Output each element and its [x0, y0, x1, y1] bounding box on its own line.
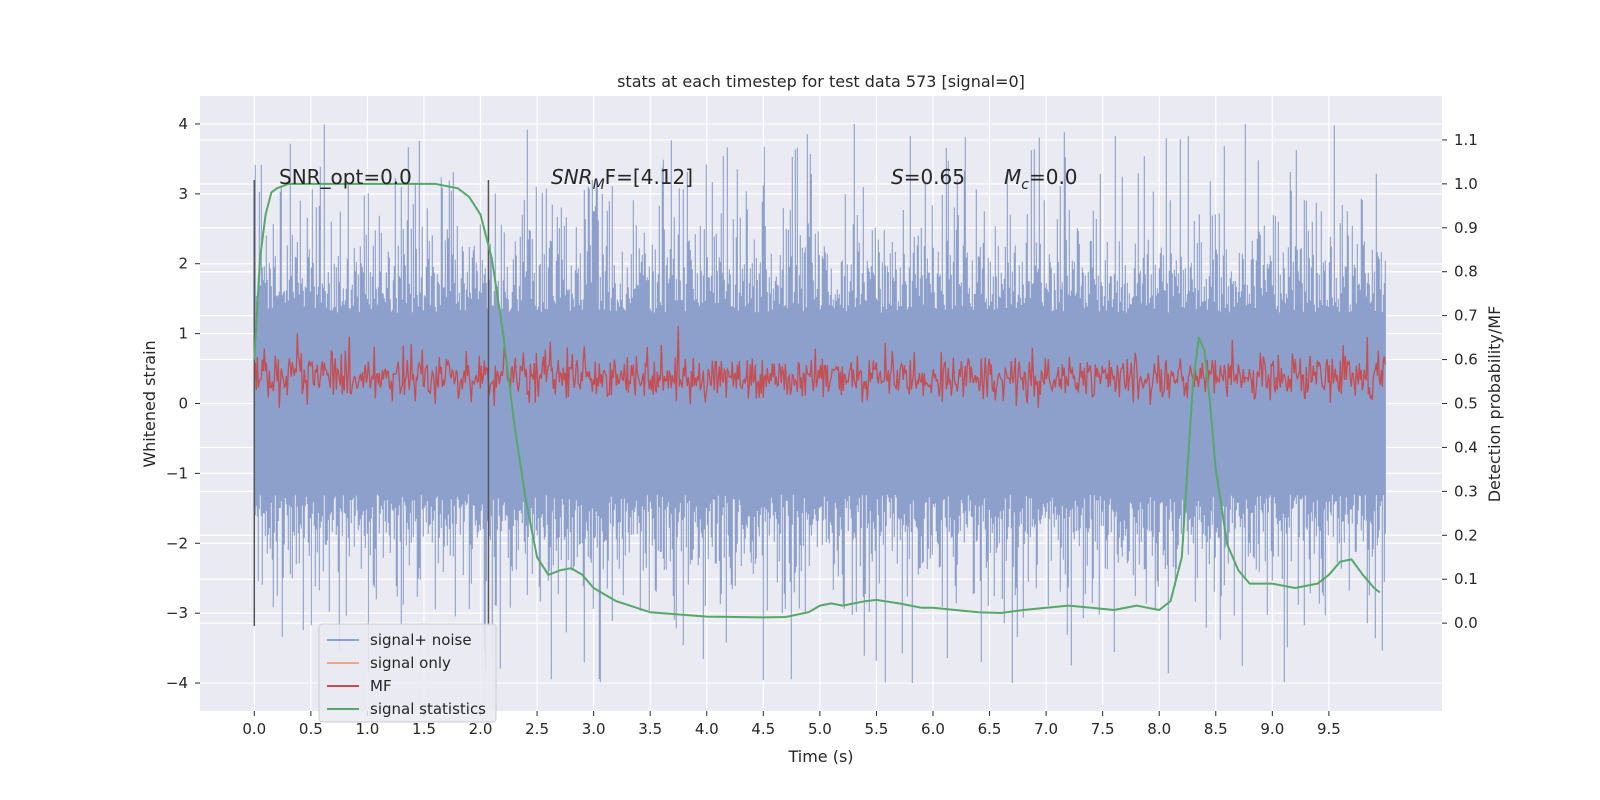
x-tick-label: 7.5 [1091, 720, 1115, 738]
x-tick-label: 8.0 [1147, 720, 1171, 738]
y-tick-label-right: 0.4 [1454, 438, 1478, 456]
mf-line [253, 326, 1386, 408]
s-annotation-val: =0.65 [904, 165, 965, 189]
y-tick-label-right: 1.1 [1454, 131, 1478, 149]
y-tick-label-left: −1 [166, 464, 188, 482]
y-tick-label-right: 0.3 [1454, 482, 1478, 500]
snr-mf-annotation-sub: M [593, 177, 605, 193]
legend-label-signal-statistics: signal statistics [370, 700, 486, 718]
legend-box [318, 623, 497, 723]
mc-annotation: Mc=0.0 [1004, 165, 1078, 193]
x-tick-label: 1.0 [355, 720, 379, 738]
mc-annotation-sub: c [1021, 177, 1029, 193]
signal-noise-series [253, 124, 1386, 683]
x-axis-label: Time (s) [787, 747, 853, 766]
y-tick-label-right: 0.5 [1454, 395, 1478, 413]
x-tick-label: 6.5 [978, 720, 1002, 738]
y-tick-label-right: 0.0 [1454, 614, 1478, 632]
legend-label-mf: MF [370, 677, 392, 695]
x-tick-label: 9.0 [1260, 720, 1284, 738]
y-tick-label-left: 4 [178, 115, 188, 133]
y-tick-label-left: −2 [166, 534, 188, 552]
x-tick-label: 5.0 [808, 720, 832, 738]
x-tick-label: 3.0 [582, 720, 606, 738]
x-tick-label: 5.5 [864, 720, 888, 738]
legend-label-signal-only: signal only [370, 654, 451, 672]
snr-mf-annotation-b: F=[4.12] [605, 165, 693, 189]
x-tick-label: 3.5 [638, 720, 662, 738]
x-tick-label: 6.0 [921, 720, 945, 738]
y-axis-label-left: Whitened strain [140, 340, 159, 467]
s-annotation-var: S [891, 165, 904, 189]
y-tick-label-right: 0.1 [1454, 570, 1478, 588]
mf-series [253, 326, 1386, 408]
y-tick-label-left: 1 [178, 325, 188, 343]
snr-mf-annotation: SNRMF=[4.12] [551, 165, 693, 193]
y-ticks-left: 4 3 2 1 0 −1 −2 −3 −4 [166, 115, 200, 692]
y-ticks-right: 1.1 1.0 0.9 0.8 0.7 0.6 0.5 0.4 0.3 0.2 0.1 0.0 [1442, 131, 1478, 632]
y-tick-label-left: 2 [178, 255, 188, 273]
y-tick-label-right: 0.8 [1454, 263, 1478, 281]
y-tick-label-left: 3 [178, 185, 188, 203]
signal-statistics-series [253, 182, 1381, 619]
y-tick-label-left: 0 [178, 395, 188, 413]
x-tick-label: 0.0 [242, 720, 266, 738]
chart-title: stats at each timestep for test data 573… [617, 72, 1025, 91]
snr-opt-annotation: SNR_opt=0.0 [279, 165, 412, 189]
x-tick-label: 4.5 [751, 720, 775, 738]
x-tick-label: 4.0 [695, 720, 719, 738]
x-tick-label: 9.5 [1317, 720, 1341, 738]
y-axis-label-right: Detection probability/MF [1485, 306, 1504, 503]
snr-mf-annotation-a: SNR [551, 165, 593, 189]
x-ticks: 0.0 0.5 1.0 1.5 2.0 2.5 3.0 3.5 4.0 4.5 5.0 5.5 6.0 6… [242, 711, 1341, 738]
vlines [253, 180, 490, 626]
x-tick-label: 2.5 [525, 720, 549, 738]
y-tick-label-left: −3 [166, 604, 188, 622]
mc-annotation-val: =0.0 [1029, 165, 1078, 189]
legend-label-signal-noise: signal+ noise [370, 631, 472, 649]
legend: signal+ noise signal only MF signal stat… [318, 623, 497, 723]
signal-statistics-line [253, 182, 1381, 619]
y-tick-label-right: 1.0 [1454, 175, 1478, 193]
x-tick-label: 2.0 [469, 720, 493, 738]
y-tick-label-right: 0.7 [1454, 307, 1478, 325]
s-annotation: S=0.65 [891, 165, 965, 189]
y-tick-label-right: 0.9 [1454, 219, 1478, 237]
mc-annotation-var: M [1004, 165, 1021, 189]
y-tick-label-right: 0.6 [1454, 351, 1478, 369]
x-tick-label: 7.0 [1034, 720, 1058, 738]
x-tick-label: 1.5 [412, 720, 436, 738]
y-tick-label-right: 0.2 [1454, 526, 1478, 544]
y-tick-label-left: −4 [166, 674, 188, 692]
x-tick-label: 8.5 [1204, 720, 1228, 738]
x-tick-label: 0.5 [299, 720, 323, 738]
